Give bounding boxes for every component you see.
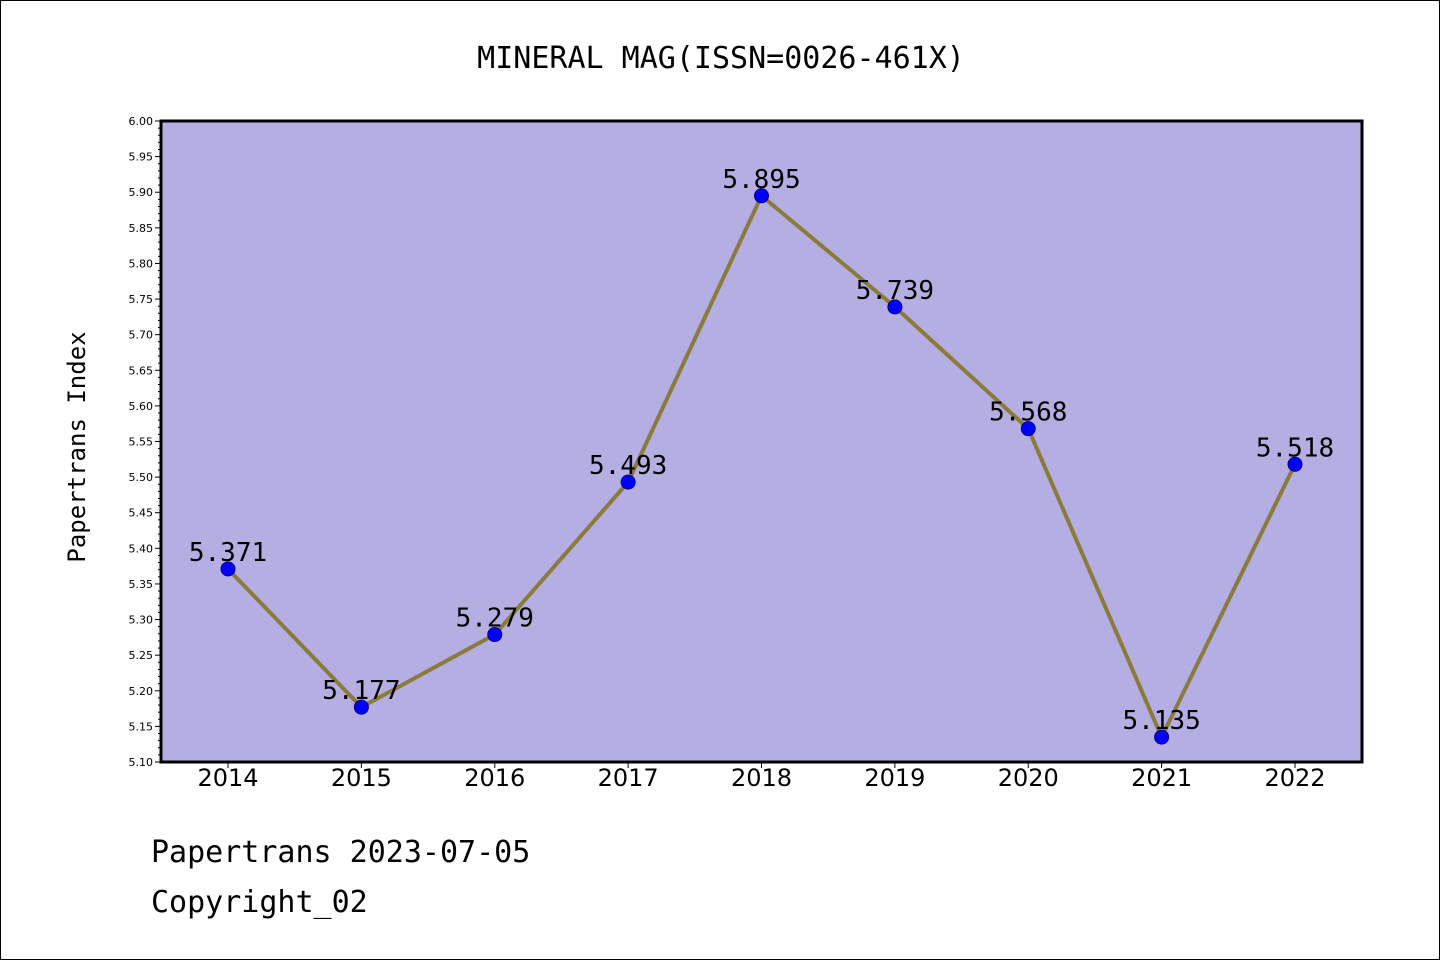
data-label: 5.568 xyxy=(989,398,1067,428)
data-point xyxy=(353,699,369,715)
chart-title: MINERAL MAG(ISSN=0026-461X) xyxy=(477,41,965,76)
data-label: 5.493 xyxy=(589,451,667,481)
y-tick-label: 5.60 xyxy=(129,400,154,413)
x-tick-label: 2015 xyxy=(331,764,392,792)
data-label: 5.518 xyxy=(1256,433,1334,463)
y-tick-label: 5.45 xyxy=(129,507,154,520)
data-labels: 5.371 5.177 5.279 5.493 5.895 5.739 5.568 5.135… xyxy=(189,165,1334,736)
x-tick-label: 2020 xyxy=(998,764,1059,792)
data-point xyxy=(620,474,636,490)
y-tick-label: 5.20 xyxy=(129,685,154,698)
data-point xyxy=(1287,456,1303,472)
y-tick-label: 5.65 xyxy=(129,364,154,377)
y-tick-label: 5.55 xyxy=(129,436,154,449)
x-tick-label: 2021 xyxy=(1131,764,1192,792)
y-tick-label: 6.00 xyxy=(129,115,154,128)
y-axis: 5.10 5.15 5.20 5.25 5.30 5.35 5.40 5.45 5.50 5.55… xyxy=(129,115,161,769)
y-tick-label: 5.50 xyxy=(129,471,154,484)
footer-copyright: Copyright_02 xyxy=(151,885,368,920)
series-group xyxy=(220,188,1303,745)
data-point xyxy=(1020,421,1036,437)
x-axis: 2014 2015 2016 2017 2018 2019 2020 2021 2022 xyxy=(197,762,1326,792)
y-tick-label: 5.85 xyxy=(129,222,154,235)
data-point xyxy=(754,188,769,204)
x-tick-label: 2018 xyxy=(731,764,792,792)
x-tick-label: 2019 xyxy=(864,764,925,792)
data-point xyxy=(487,627,503,643)
y-tick-label: 5.15 xyxy=(129,720,154,733)
x-tick-label: 2017 xyxy=(598,764,659,792)
data-label: 5.371 xyxy=(189,538,267,568)
data-point xyxy=(1154,729,1170,745)
y-tick-label: 5.75 xyxy=(129,293,154,306)
data-label: 5.177 xyxy=(322,676,400,706)
data-point xyxy=(220,561,236,577)
y-tick-label: 5.35 xyxy=(129,578,154,591)
data-label: 5.895 xyxy=(722,165,800,195)
y-tick-label: 5.25 xyxy=(129,649,154,662)
y-tick-label: 5.30 xyxy=(129,614,154,627)
data-label: 5.739 xyxy=(856,276,934,306)
x-tick-label: 2016 xyxy=(464,764,525,792)
x-tick-label: 2022 xyxy=(1264,764,1325,792)
y-tick-label: 5.90 xyxy=(129,186,154,199)
y-tick-label: 5.70 xyxy=(129,329,154,342)
y-tick-label: 5.80 xyxy=(129,257,154,270)
y-axis-label: Papertrans Index xyxy=(63,331,91,562)
y-tick-label: 5.40 xyxy=(129,542,154,555)
data-label: 5.135 xyxy=(1122,706,1200,736)
plot-area xyxy=(159,119,1364,764)
data-point xyxy=(887,299,903,315)
y-tick-label: 5.95 xyxy=(129,151,154,164)
x-tick-label: 2014 xyxy=(197,764,258,792)
footer-date: Papertrans 2023-07-05 xyxy=(151,835,531,870)
y-tick-label: 5.10 xyxy=(129,756,154,769)
data-label: 5.279 xyxy=(456,604,534,634)
